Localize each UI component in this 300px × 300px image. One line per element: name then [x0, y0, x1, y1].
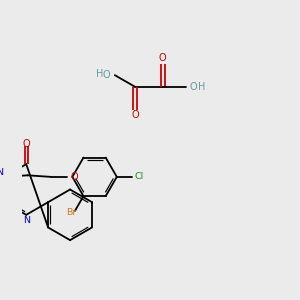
- Text: N: N: [0, 168, 3, 177]
- Text: O: O: [103, 70, 110, 80]
- Text: H: H: [96, 69, 103, 79]
- Text: O: O: [190, 82, 197, 92]
- Text: Cl: Cl: [135, 172, 144, 182]
- Text: O: O: [159, 53, 167, 63]
- Text: O: O: [71, 172, 78, 182]
- Text: N: N: [23, 217, 30, 226]
- Text: O: O: [131, 110, 139, 120]
- Text: Br: Br: [66, 208, 76, 217]
- Text: O: O: [22, 140, 30, 149]
- Text: H: H: [197, 82, 205, 92]
